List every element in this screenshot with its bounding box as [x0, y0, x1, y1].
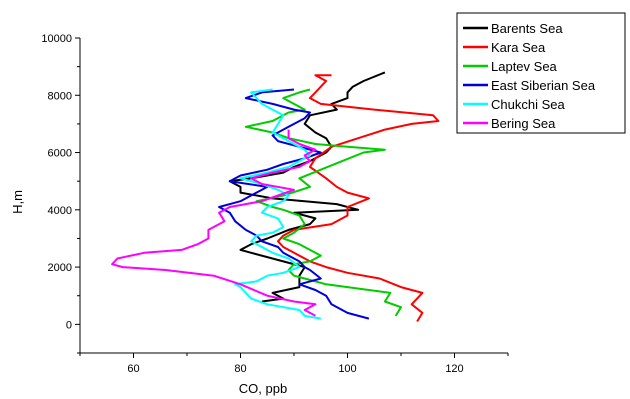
legend-label: Kara Sea	[491, 40, 546, 55]
axes	[75, 37, 509, 358]
series-line-6	[111, 129, 317, 317]
series-line-4	[218, 88, 370, 320]
series-line-1	[228, 71, 386, 303]
y-tick-label: 0	[66, 319, 72, 331]
series-line-3	[244, 88, 402, 317]
y-axis-title: H,m	[10, 190, 25, 214]
x-tick-label: 120	[445, 363, 463, 375]
legend: Barents Sea Kara Sea Laptev Sea East Siberi…	[456, 12, 626, 134]
y-tick-label: 2000	[48, 262, 72, 274]
series-line-5	[234, 88, 321, 320]
x-tick-label: 100	[338, 363, 356, 375]
legend-label: Chukchi Sea	[491, 97, 565, 112]
legend-label: Bering Sea	[491, 116, 556, 131]
legend-label: Laptev Sea	[491, 59, 558, 74]
x-tick-label: 60	[127, 363, 139, 375]
x-tick-label: 80	[234, 363, 246, 375]
y-tick-label: 10000	[41, 33, 72, 45]
legend-box	[456, 12, 626, 134]
y-tick-label: 4000	[48, 205, 72, 217]
y-tick-label: 8000	[48, 90, 72, 102]
y-tick-label: 6000	[48, 148, 72, 160]
legend-label: East Siberian Sea	[491, 78, 596, 93]
x-axis-title: CO, ppb	[239, 381, 287, 396]
plot-lines	[111, 71, 440, 323]
tick-labels: 60 80 100 120 0 2000 4000 6000 8000 10000	[41, 33, 463, 375]
series-line-2	[277, 74, 440, 323]
legend-label: Barents Sea	[491, 21, 563, 36]
